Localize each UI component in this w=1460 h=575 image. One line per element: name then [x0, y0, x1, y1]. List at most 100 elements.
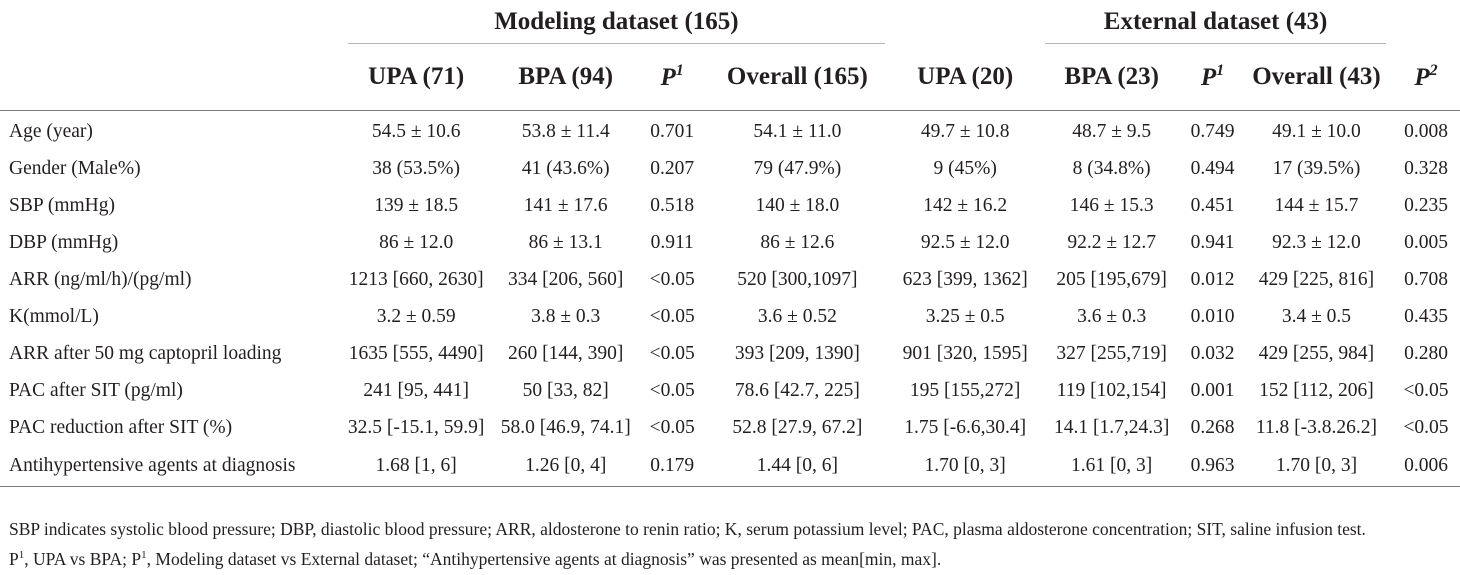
footnote-p-superscript: 1 — [18, 549, 25, 561]
cell-overall-external: 1.70 [0, 3] — [1240, 446, 1392, 488]
table-body: Age (year) 54.5 ± 10.6 53.8 ± 11.4 0.701 54.… — [0, 111, 1460, 488]
cell-bpa-external: 3.6 ± 0.3 — [1077, 305, 1147, 327]
cell-p1-external: 0.268 — [1190, 416, 1235, 438]
row-label: Gender (Male%) — [9, 158, 141, 180]
cell-overall-external: 429 [255, 984] — [1258, 342, 1375, 364]
cell-p1-modeling: 0.518 — [650, 195, 695, 217]
cell-upa-modeling: 1.68 [1, 6] — [341, 446, 491, 488]
variable-column-header — [0, 44, 342, 111]
cell-p1-external: 0.012 — [1190, 269, 1235, 290]
cell-overall-modeling: 520 [300,1097] — [737, 269, 858, 290]
cell-p1-external: 0.749 — [1190, 121, 1235, 143]
baseline-characteristics-table-container: Modeling dataset (165) External dataset … — [0, 0, 1460, 488]
cell-upa-modeling: 54.5 ± 10.6 — [371, 121, 461, 143]
external-dataset-title: External dataset (43) — [1103, 7, 1328, 35]
cell-bpa-external: 14.1 [1.7,24.3] — [1053, 416, 1170, 438]
cell-p1-external: 0.963 — [1184, 446, 1241, 488]
table-row: PAC reduction after SIT (%) 32.5 [-15.1, … — [0, 409, 1460, 446]
cell-overall-modeling: 1.44 [0, 6] — [703, 446, 892, 488]
cell-overall-modeling: 393 [209, 1390] — [734, 342, 860, 364]
footnote-p-symbol: P — [9, 549, 19, 569]
cell-p1-modeling: 0.911 — [650, 232, 694, 254]
cell-upa-modeling: 38 (53.5%) — [372, 158, 461, 180]
cell-upa-external: 901 [320, 1595] — [902, 342, 1028, 364]
cell-bpa-modeling: 58.0 [46.9, 74.1] — [500, 416, 631, 438]
col-header-upa-modeling: UPA (71) — [341, 44, 491, 111]
cell-overall-external: 152 [112, 206] — [1259, 379, 1374, 401]
cell-p2: 0.008 — [1404, 121, 1448, 143]
table-row: Antihypertensive agents at diagnosis 1.68… — [0, 446, 1460, 488]
cell-bpa-modeling: 260 [144, 390] — [508, 342, 624, 364]
cell-overall-modeling: 54.1 ± 11.0 — [753, 121, 842, 143]
cell-upa-external: 1.75 [-6.6,30.4] — [904, 416, 1027, 438]
table-row: ARR after 50 mg captopril loading 1635 [5… — [0, 335, 1460, 372]
table-row: Gender (Male%) 38 (53.5%) 41 (43.6%) 0.207 7… — [0, 151, 1460, 188]
group-header-row: Modeling dataset (165) External dataset … — [0, 0, 1460, 43]
cell-upa-modeling: 1213 [660, 2630] — [348, 269, 484, 290]
cell-upa-modeling: 86 ± 12.0 — [379, 232, 454, 254]
cell-overall-external: 144 ± 15.7 — [1274, 195, 1359, 217]
cell-overall-modeling: 86 ± 12.6 — [760, 232, 835, 254]
cell-upa-modeling: 3.2 ± 0.59 — [376, 305, 456, 327]
cell-overall-external: 49.1 ± 10.0 — [1272, 121, 1361, 143]
row-label: ARR after 50 mg captopril loading — [9, 342, 282, 364]
modeling-group-rule — [347, 43, 886, 44]
cell-p1-external: 0.010 — [1190, 305, 1235, 327]
cell-bpa-modeling: 41 (43.6%) — [521, 158, 610, 180]
cell-p1-external: 0.941 — [1190, 232, 1235, 254]
group-gap-cell — [891, 0, 1039, 43]
row-label: PAC reduction after SIT (%) — [9, 416, 233, 438]
table-row: SBP (mmHg) 139 ± 18.5 141 ± 17.6 0.518 140 ±… — [0, 188, 1460, 225]
p-superscript: 2 — [1429, 62, 1438, 79]
cell-bpa-external: 205 [195,679] — [1056, 269, 1167, 290]
table-row: K(mmol/L) 3.2 ± 0.59 3.8 ± 0.3 <0.05 3.6 ± 0… — [0, 298, 1460, 335]
cell-overall-modeling: 3.6 ± 0.52 — [757, 305, 837, 327]
cell-p1-modeling: 0.179 — [640, 446, 704, 488]
cell-overall-modeling: 140 ± 18.0 — [755, 195, 840, 217]
cell-upa-external: 9 (45%) — [933, 158, 997, 180]
cell-p1-modeling: <0.05 — [649, 416, 695, 438]
cell-overall-external: 11.8 [-3.8.26.2] — [1255, 416, 1378, 438]
col-header-bpa-external: BPA (23) — [1039, 44, 1185, 111]
cell-bpa-modeling: 53.8 ± 11.4 — [521, 121, 610, 143]
footnote-p-values: P1, UPA vs BPA; P1, Modeling dataset vs … — [9, 542, 1366, 572]
cell-bpa-external: 1.61 [0, 3] — [1039, 446, 1185, 488]
table-row: Age (year) 54.5 ± 10.6 53.8 ± 11.4 0.701 54.… — [0, 111, 1460, 151]
cell-bpa-external: 92.2 ± 12.7 — [1067, 232, 1157, 254]
group-underline-row — [0, 43, 1460, 44]
row-label: DBP (mmHg) — [9, 232, 119, 254]
cell-bpa-external: 119 [102,154] — [1056, 379, 1167, 401]
cell-p2: 0.708 — [1404, 269, 1448, 290]
cell-p1-modeling: <0.05 — [649, 269, 695, 290]
cell-bpa-external: 48.7 ± 9.5 — [1072, 121, 1152, 143]
cell-p1-external: 0.032 — [1190, 342, 1235, 364]
table-row: PAC after SIT (pg/ml) 241 [95, 441] 50 [33… — [0, 372, 1460, 409]
col-header-upa-external: UPA (20) — [891, 44, 1040, 111]
baseline-characteristics-table: Modeling dataset (165) External dataset … — [0, 0, 1460, 488]
col-header-p1-modeling: P1 — [640, 44, 704, 111]
modeling-dataset-title: Modeling dataset (165) — [494, 7, 739, 35]
row-label: K(mmol/L) — [9, 305, 99, 327]
row-label: Age (year) — [9, 121, 93, 143]
footnote-p-superscript: 1 — [141, 549, 147, 561]
cell-p2: 0.435 — [1404, 305, 1448, 327]
row-label: Antihypertensive agents at diagnosis — [0, 446, 342, 488]
col-header-p2: P2 — [1392, 44, 1460, 111]
empty-header-cell — [1392, 0, 1460, 43]
table-footnotes: SBP indicates systolic blood pressure; D… — [9, 516, 1366, 572]
footnote-p1-definition: , UPA vs BPA; P — [24, 549, 142, 569]
footnote-abbreviations: SBP indicates systolic blood pressure; D… — [9, 519, 1366, 539]
cell-bpa-modeling: 1.26 [0, 4] — [490, 446, 641, 488]
cell-p2: 0.235 — [1404, 195, 1448, 217]
row-label: PAC after SIT (pg/ml) — [9, 379, 183, 401]
cell-upa-modeling: 32.5 [-15.1, 59.9] — [347, 416, 485, 438]
cell-bpa-external: 327 [255,719] — [1056, 342, 1167, 364]
column-header-row: UPA (71) BPA (94) P1 Overall (165) UPA (… — [0, 44, 1460, 111]
cell-p2: <0.05 — [1403, 379, 1449, 401]
cell-p2: 0.005 — [1404, 232, 1448, 254]
cell-p1-modeling: <0.05 — [649, 305, 695, 327]
cell-p1-external: 0.494 — [1190, 158, 1235, 180]
p-superscript: 1 — [1216, 62, 1225, 79]
cell-p2: 0.006 — [1392, 446, 1460, 488]
row-label: ARR (ng/ml/h)/(pg/ml) — [9, 269, 192, 290]
